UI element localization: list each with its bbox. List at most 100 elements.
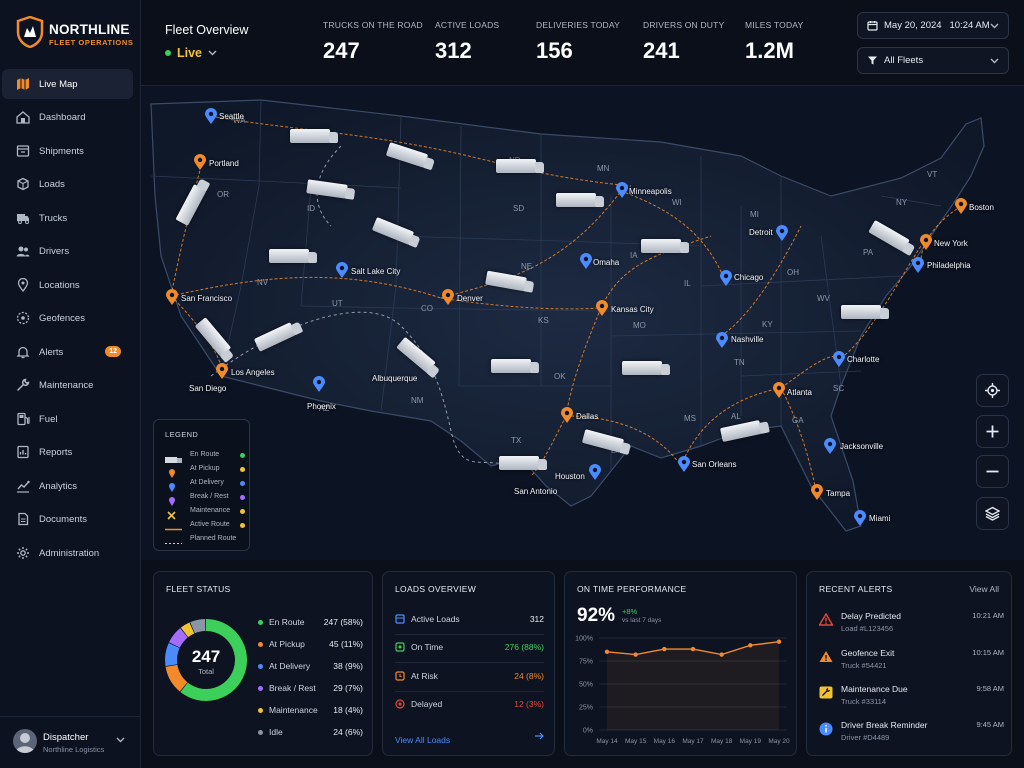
sidebar-item-loads[interactable]: Loads: [2, 169, 133, 199]
delivery-pin-icon[interactable]: [589, 464, 601, 480]
sidebar: NORTHLINE FLEET OPERATIONS Live Map Dash…: [0, 0, 141, 768]
pickup-pin-icon: [169, 469, 175, 478]
loads-row-delayed[interactable]: Delayed 12 (3%): [395, 698, 544, 712]
truck-marker[interactable]: [491, 359, 539, 373]
pickup-pin-icon[interactable]: [920, 234, 932, 250]
truck-marker[interactable]: [290, 129, 338, 143]
status-value: 29 (7%): [333, 683, 363, 693]
sidebar-item-analytics[interactable]: Analytics: [2, 471, 133, 501]
status-value: 18 (4%): [333, 705, 363, 715]
alert-subtitle: Driver #D4489: [841, 733, 890, 742]
delivery-pin-icon[interactable]: [824, 438, 836, 454]
pickup-pin-icon[interactable]: [194, 154, 206, 170]
status-dot: [258, 664, 263, 669]
pickup-pin-icon[interactable]: [955, 198, 967, 214]
delivery-pin-icon[interactable]: [616, 182, 628, 198]
sidebar-item-reports[interactable]: Reports: [2, 437, 133, 467]
sidebar-item-label: Dashboard: [39, 111, 86, 123]
pickup-pin-icon[interactable]: [166, 289, 178, 305]
alert-time: 10:15 AM: [972, 648, 1004, 657]
chevron-down-icon[interactable]: [116, 737, 125, 743]
live-status-dropdown[interactable]: Live: [165, 46, 217, 60]
sidebar-item-fuel[interactable]: Fuel: [2, 404, 133, 434]
pickup-pin-icon[interactable]: [596, 300, 608, 316]
alert-item[interactable]: Delay Predicted Load #L123456 10:21 AM: [819, 611, 1004, 643]
locate-button[interactable]: [976, 374, 1009, 407]
chart-point[interactable]: [776, 639, 782, 644]
state-label: OK: [554, 372, 566, 381]
loads-row-on-time[interactable]: On Time 276 (88%): [395, 641, 544, 655]
delivery-pin-icon[interactable]: [716, 332, 728, 348]
donut-segment: [180, 622, 195, 638]
chart-point[interactable]: [719, 652, 724, 657]
truck-marker[interactable]: [841, 305, 889, 319]
fleet-filter-dropdown[interactable]: All Fleets: [857, 47, 1009, 74]
sidebar-item-live-map[interactable]: Live Map: [2, 69, 133, 99]
city-label: San Diego: [189, 384, 227, 393]
geofence-icon: [16, 311, 30, 325]
delivery-pin-icon[interactable]: [580, 253, 592, 269]
pickup-pin-icon[interactable]: [216, 363, 228, 379]
pickup-pin-icon[interactable]: [561, 407, 573, 423]
legend-label: Planned Route: [190, 535, 237, 542]
pickup-pin-icon[interactable]: [811, 484, 823, 500]
truck-marker[interactable]: [556, 193, 604, 207]
sidebar-item-drivers[interactable]: Drivers: [2, 236, 133, 266]
delivery-pin-icon[interactable]: [678, 456, 690, 472]
view-all-alerts-link[interactable]: View All: [969, 584, 999, 594]
delivery-pin-icon[interactable]: [313, 376, 325, 392]
loads-row-active[interactable]: Active Loads 312: [395, 613, 544, 627]
delivery-pin-icon[interactable]: [854, 510, 866, 526]
truck-marker[interactable]: [641, 239, 689, 253]
delivery-pin-icon[interactable]: [833, 351, 845, 367]
loads-row-at-risk[interactable]: At Risk 24 (8%): [395, 670, 544, 684]
truck-marker[interactable]: [622, 361, 670, 375]
alert-item[interactable]: Geofence Exit Truck #54421 10:15 AM: [819, 648, 1004, 680]
state-label: MO: [633, 321, 646, 330]
kpi-active-loads: Active Loads 312: [435, 20, 499, 64]
loads-row-label: Active Loads: [411, 614, 460, 624]
truck-marker[interactable]: [496, 159, 544, 173]
sidebar-item-dashboard[interactable]: Dashboard: [2, 102, 133, 132]
alert-item[interactable]: Driver Break Reminder Driver #D4489 9:45…: [819, 720, 1004, 752]
active-routes: [170, 115, 962, 492]
pickup-pin-icon[interactable]: [442, 289, 454, 305]
chart-point[interactable]: [748, 643, 753, 648]
zoom-in-button[interactable]: [976, 415, 1009, 448]
sidebar-item-administration[interactable]: Administration: [2, 538, 133, 568]
delivery-pin-icon[interactable]: [205, 108, 217, 124]
sidebar-item-trucks[interactable]: Trucks: [2, 203, 133, 233]
sidebar-item-maintenance[interactable]: Maintenance: [2, 370, 133, 400]
kpi-miles-today: Miles Today 1.2M: [745, 20, 803, 64]
truck-icon: [165, 457, 182, 463]
delivery-pin-icon[interactable]: [720, 270, 732, 286]
live-map[interactable]: WA OR ID ND SD NV UT CO AZ NM KS NE TX O…: [141, 86, 1024, 560]
status-name: Idle: [269, 727, 283, 737]
delivery-pin-icon[interactable]: [336, 262, 348, 278]
view-all-loads-link[interactable]: View All Loads: [395, 730, 544, 745]
sidebar-item-geofences[interactable]: Geofences: [2, 303, 133, 333]
layers-button[interactable]: [976, 497, 1009, 530]
date-time-picker[interactable]: May 20, 2024 10:24 AM: [857, 12, 1009, 39]
sidebar-item-documents[interactable]: Documents: [2, 504, 133, 534]
sidebar-item-locations[interactable]: Locations: [2, 270, 133, 300]
pickup-pin-icon[interactable]: [773, 382, 785, 398]
chart-point[interactable]: [633, 652, 638, 657]
legend-title: LEGEND: [165, 430, 199, 439]
alert-item[interactable]: Maintenance Due Truck #33114 9:58 AM: [819, 684, 1004, 716]
chart-point[interactable]: [662, 646, 667, 652]
zoom-out-button[interactable]: [976, 455, 1009, 488]
chart-point[interactable]: [604, 649, 610, 654]
shield-logo-icon: [16, 16, 44, 48]
sidebar-item-alerts[interactable]: Alerts 12: [2, 337, 133, 367]
sidebar-item-shipments[interactable]: Shipments: [2, 136, 133, 166]
user-profile[interactable]: Dispatcher Northline Logistics: [0, 716, 141, 768]
chart-point[interactable]: [690, 646, 696, 652]
truck-marker[interactable]: [499, 456, 547, 470]
truck-marker[interactable]: [269, 249, 317, 263]
brand-logo[interactable]: NORTHLINE FLEET OPERATIONS: [14, 14, 136, 54]
delivery-pin-icon[interactable]: [912, 257, 924, 273]
delivery-pin-icon[interactable]: [776, 225, 788, 241]
brand-name: NORTHLINE: [49, 22, 130, 37]
brand-tagline: FLEET OPERATIONS: [49, 38, 134, 47]
